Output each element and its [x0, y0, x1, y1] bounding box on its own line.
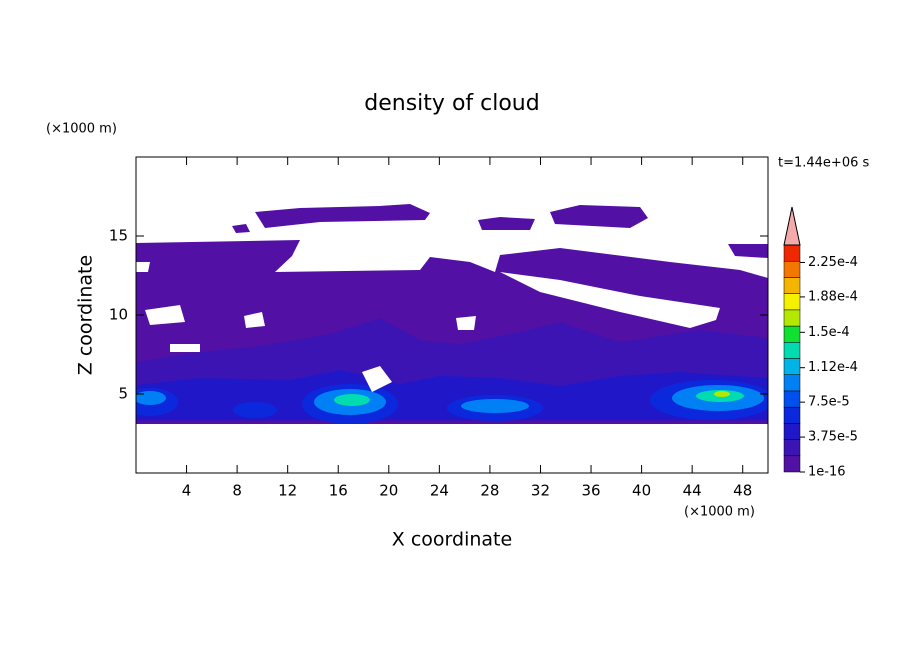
colorbar-swatch — [783, 244, 801, 262]
x-tick-label: 32 — [531, 482, 550, 500]
colorbar-tick-label: 1.12e-4 — [808, 360, 858, 375]
colorbar-swatch — [783, 390, 801, 408]
x-tick-label: 4 — [182, 482, 192, 500]
x-tick-label: 8 — [232, 482, 242, 500]
x-tick-label: 12 — [278, 482, 297, 500]
colorbar-swatch — [783, 277, 801, 294]
colorbar-tick-label: 3.75e-5 — [808, 430, 858, 445]
x-tick-label: 16 — [329, 482, 348, 500]
contour-region — [334, 394, 370, 406]
colorbar-swatch — [783, 342, 801, 359]
x-axis-title: X coordinate — [392, 529, 512, 551]
colorbar-tick-label: 2.25e-4 — [808, 255, 858, 270]
colorbar-tick-label: 1.5e-4 — [808, 325, 850, 340]
colorbar-swatch — [783, 260, 801, 278]
contour-region — [136, 370, 768, 420]
y-tick-label: 15 — [109, 227, 128, 245]
contour-region — [461, 399, 529, 413]
x-unit: (×1000 m) — [684, 505, 755, 520]
colorbar-tick-label: 1.88e-4 — [808, 289, 858, 304]
contour-region — [136, 391, 166, 405]
x-tick-label: 36 — [581, 482, 600, 500]
contour-field — [136, 204, 768, 473]
y-tick-label: 5 — [118, 385, 128, 403]
colorbar-extend — [783, 206, 801, 246]
clear-regions — [136, 262, 768, 473]
colorbar-swatch — [783, 406, 801, 424]
chart-title: density of cloud — [364, 91, 539, 116]
colorbar-tick-label: 7.5e-5 — [808, 395, 850, 410]
x-tick-label: 24 — [430, 482, 449, 500]
colorbar-swatch — [783, 423, 801, 440]
x-tick-label: 28 — [480, 482, 499, 500]
colorbar-tick-label: 1e-16 — [808, 465, 846, 480]
x-tick-label: 40 — [632, 482, 651, 500]
time-annotation: t=1.44e+06 s — [778, 156, 870, 171]
contour-region — [714, 391, 730, 397]
colorbar-swatch — [783, 455, 801, 473]
colorbar-swatch — [783, 293, 801, 311]
contour-region — [233, 402, 277, 418]
y-axis-title: Z coordinate — [75, 255, 97, 375]
y-tick-label: 10 — [109, 306, 128, 324]
colorbar-swatch — [783, 358, 801, 375]
colorbar-swatch — [783, 309, 801, 327]
x-tick-label: 20 — [379, 482, 398, 500]
colorbar-swatch — [783, 439, 801, 457]
x-tick-label: 48 — [733, 482, 752, 500]
y-unit: (×1000 m) — [46, 122, 117, 137]
x-tick-label: 44 — [683, 482, 702, 500]
colorbar-swatch — [783, 325, 801, 343]
colorbar-swatch — [783, 374, 801, 392]
